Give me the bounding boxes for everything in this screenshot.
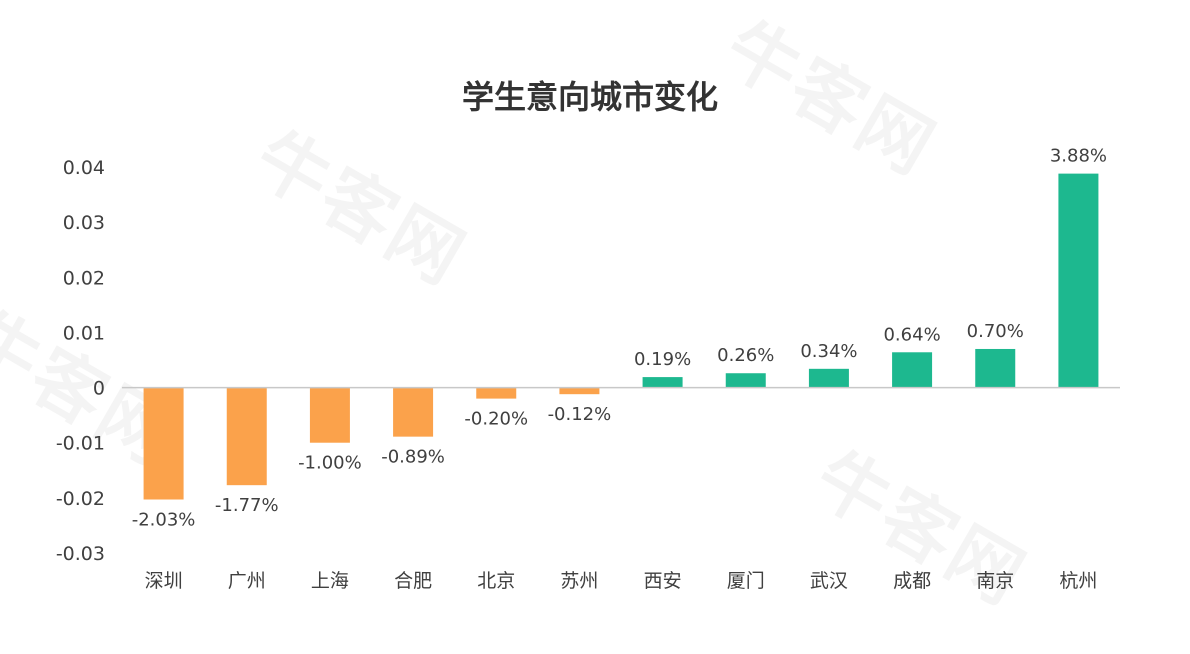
bar-12 bbox=[1058, 173, 1099, 388]
chart-title: 学生意向城市变化 bbox=[462, 78, 718, 116]
data-label: -0.89% bbox=[381, 447, 445, 468]
bar-9 bbox=[808, 368, 849, 388]
data-label: -1.00% bbox=[298, 453, 362, 474]
x-tick-label: 南京 bbox=[976, 570, 1014, 592]
bar-1 bbox=[143, 387, 184, 500]
data-label: 0.19% bbox=[634, 349, 691, 370]
bar-6 bbox=[559, 387, 600, 395]
bar-2 bbox=[226, 387, 267, 486]
x-tick-label: 厦门 bbox=[727, 570, 765, 592]
bar-8 bbox=[725, 373, 766, 388]
y-tick-label: 0 bbox=[93, 378, 105, 400]
bar-3 bbox=[309, 387, 350, 443]
y-tick-label: -0.01 bbox=[56, 433, 105, 455]
bar-7 bbox=[642, 377, 683, 388]
x-tick-label: 深圳 bbox=[145, 570, 183, 592]
data-label: -1.77% bbox=[215, 495, 279, 516]
data-label: 3.88% bbox=[1050, 146, 1107, 167]
y-tick-label: 0.02 bbox=[63, 267, 105, 289]
data-label: 0.26% bbox=[717, 345, 774, 366]
data-label: -2.03% bbox=[132, 510, 196, 531]
y-axis-tick-labels: 0.04 0.03 0.02 0.01 0 -0.01 -0.02 -0.03 bbox=[56, 157, 105, 565]
data-label: 0.64% bbox=[883, 324, 940, 345]
data-label: -0.20% bbox=[464, 409, 528, 430]
y-tick-label: 0.01 bbox=[63, 322, 105, 344]
x-axis-tick-labels: 深圳 广州 上海 合肥 北京 苏州 西安 厦门 武汉 成都 南京 杭州 bbox=[145, 570, 1098, 592]
y-tick-label: 0.03 bbox=[63, 212, 105, 234]
bar-11 bbox=[975, 348, 1016, 388]
bar-5 bbox=[476, 387, 517, 399]
x-tick-label: 杭州 bbox=[1059, 570, 1097, 592]
y-tick-label: -0.02 bbox=[56, 488, 105, 510]
bar-10 bbox=[892, 352, 933, 388]
y-tick-label: 0.04 bbox=[63, 157, 105, 179]
data-label: 0.34% bbox=[800, 341, 857, 362]
bars-group bbox=[143, 173, 1099, 500]
x-tick-label: 合肥 bbox=[394, 570, 432, 592]
x-tick-label: 西安 bbox=[644, 570, 682, 592]
bar-4 bbox=[393, 387, 434, 437]
x-tick-label: 武汉 bbox=[810, 570, 848, 592]
x-tick-label: 苏州 bbox=[560, 570, 598, 592]
x-tick-label: 北京 bbox=[477, 570, 515, 592]
x-tick-label: 成都 bbox=[893, 570, 931, 592]
y-tick-label: -0.03 bbox=[56, 543, 105, 565]
x-tick-label: 上海 bbox=[311, 570, 349, 592]
x-tick-label: 广州 bbox=[228, 570, 266, 592]
data-label: -0.12% bbox=[548, 404, 612, 425]
data-label: 0.70% bbox=[967, 321, 1024, 342]
data-labels-group: -2.03% -1.77% -1.00% -0.89% -0.20% -0.12% 0.19… bbox=[132, 146, 1107, 531]
